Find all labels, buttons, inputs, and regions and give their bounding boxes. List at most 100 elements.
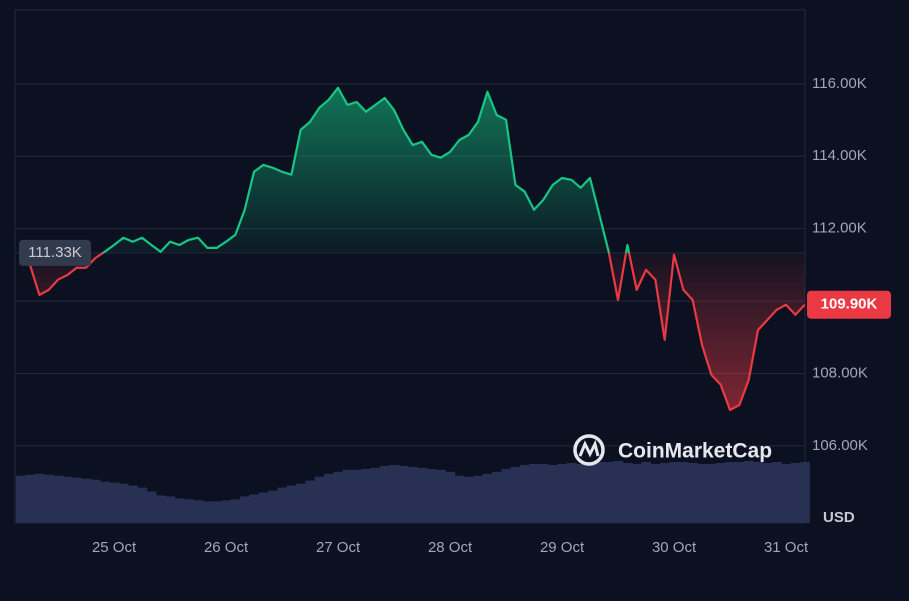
volume-bar [16, 475, 26, 523]
x-tick-label: 28 Oct [428, 539, 473, 556]
currency-label: USD [823, 509, 855, 526]
volume-bar [436, 469, 446, 523]
volume-bar [538, 463, 549, 523]
volume-bar [585, 462, 596, 523]
volume-bar [529, 463, 540, 523]
volume-bar [697, 463, 708, 523]
volume-bar [193, 500, 204, 523]
current-label: 109.90K [821, 296, 878, 313]
volume-layer [16, 461, 810, 523]
baseline-label: 111.33K [28, 244, 82, 261]
volume-bar [44, 474, 54, 523]
volume-bar [286, 485, 297, 523]
volume-bar [426, 468, 437, 523]
volume-bar [641, 461, 652, 523]
volume-bar [482, 473, 493, 523]
volume-bar [501, 468, 512, 523]
volume-bar [473, 475, 484, 523]
volume-bar [398, 465, 409, 523]
volume-bar [62, 476, 73, 523]
watermark: CoinMarketCap [573, 434, 772, 466]
volume-bar [762, 462, 773, 523]
volume-bar [688, 462, 698, 523]
volume-bar [622, 462, 633, 523]
label-layer: 106.00K108.00K110.00K112.00K114.00K116.0… [19, 75, 891, 556]
volume-bar [258, 492, 269, 523]
volume-bar [230, 499, 241, 523]
volume-bar [184, 499, 194, 523]
volume-bar [202, 501, 213, 523]
y-tick-label: 108.00K [812, 364, 868, 381]
volume-bar [753, 461, 764, 523]
volume-bar [25, 474, 36, 523]
volume-bar [352, 469, 362, 523]
volume-bar [324, 473, 334, 523]
volume-bar [268, 490, 278, 523]
volume-bar [53, 475, 64, 523]
volume-bar [678, 461, 689, 523]
volume-bar [389, 464, 400, 523]
volume-bar [165, 496, 176, 523]
volume-bar [174, 498, 185, 523]
x-tick-label: 30 Oct [652, 539, 697, 556]
volume-bar [118, 483, 129, 523]
volume-bar [800, 461, 810, 523]
volume-bar [212, 501, 222, 523]
baseline-badge [19, 239, 91, 266]
volume-bar [772, 461, 782, 523]
volume-bar [706, 463, 717, 523]
x-tick-label: 29 Oct [540, 539, 585, 556]
volume-bar [128, 485, 138, 523]
logo [573, 434, 605, 466]
x-tick-label: 31 Oct [764, 539, 809, 556]
volume-bar [156, 495, 166, 523]
x-tick-label: 25 Oct [92, 539, 137, 556]
y-tick-label: 112.00K [812, 220, 867, 237]
volume-bar [34, 473, 45, 523]
volume-bar [109, 482, 120, 523]
volume-bar [594, 461, 605, 523]
volume-bar [221, 500, 232, 523]
volume-bar [277, 487, 288, 523]
volume-bar [240, 496, 250, 523]
volume-bar [146, 491, 157, 523]
volume-bar [632, 463, 642, 523]
price-line [19, 86, 806, 412]
volume-bar [81, 478, 92, 523]
volume-bar [464, 476, 474, 523]
volume-bar [781, 463, 792, 523]
y-tick-label: 116.00K [812, 75, 867, 92]
volume-bar [734, 461, 745, 523]
volume-bar [566, 462, 577, 523]
volume-bar [613, 461, 624, 523]
volume-bar [361, 468, 372, 523]
volume-bar [716, 462, 726, 523]
volume-bar [557, 463, 568, 523]
area-fill [20, 87, 805, 411]
volume-bar [650, 463, 661, 523]
current-badge [807, 290, 891, 319]
volume-bar [342, 469, 353, 523]
volume-bar [548, 464, 558, 523]
volume-bar [445, 471, 456, 523]
volume-bar [669, 461, 680, 523]
volume-bar [380, 465, 390, 523]
watermark-text: CoinMarketCap [618, 440, 772, 463]
volume-bar [370, 467, 381, 523]
volume-bar [454, 475, 465, 523]
volume-bar [744, 461, 754, 523]
volume-bar [510, 466, 521, 523]
volume-bar [137, 487, 148, 523]
logo [578, 439, 600, 458]
volume-bar [408, 466, 418, 523]
y-tick-label: 114.00K [812, 147, 867, 164]
volume-bar [660, 462, 670, 523]
volume-bar [576, 463, 586, 523]
volume-bar [72, 477, 82, 523]
volume-bar [296, 483, 306, 523]
volume-bar [249, 494, 260, 523]
volume-bar [305, 480, 316, 523]
x-tick-label: 27 Oct [316, 539, 361, 556]
